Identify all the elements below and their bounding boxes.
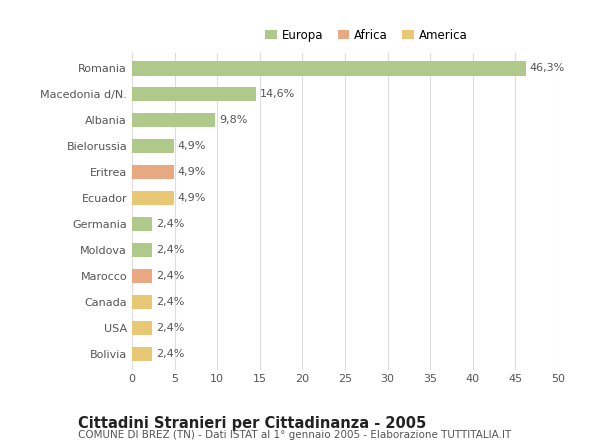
Text: 9,8%: 9,8% xyxy=(219,115,247,125)
Text: 2,4%: 2,4% xyxy=(156,271,184,281)
Text: 4,9%: 4,9% xyxy=(177,193,206,203)
Text: 4,9%: 4,9% xyxy=(177,167,206,177)
Text: 4,9%: 4,9% xyxy=(177,141,206,151)
Bar xyxy=(132,113,215,128)
Bar xyxy=(132,295,152,309)
Text: 14,6%: 14,6% xyxy=(260,89,295,99)
Text: 2,4%: 2,4% xyxy=(156,349,184,359)
Text: 2,4%: 2,4% xyxy=(156,323,184,333)
Legend: Europa, Africa, America: Europa, Africa, America xyxy=(260,24,472,46)
Text: 2,4%: 2,4% xyxy=(156,245,184,255)
Text: COMUNE DI BREZ (TN) - Dati ISTAT al 1° gennaio 2005 - Elaborazione TUTTITALIA.IT: COMUNE DI BREZ (TN) - Dati ISTAT al 1° g… xyxy=(78,430,511,440)
Bar xyxy=(132,87,256,102)
Bar xyxy=(132,61,526,76)
Bar xyxy=(132,217,152,231)
Bar xyxy=(132,191,174,205)
Bar xyxy=(132,321,152,335)
Bar xyxy=(132,269,152,283)
Bar xyxy=(132,347,152,361)
Text: 2,4%: 2,4% xyxy=(156,297,184,307)
Bar xyxy=(132,139,174,154)
Bar xyxy=(132,243,152,257)
Text: 2,4%: 2,4% xyxy=(156,219,184,229)
Text: 46,3%: 46,3% xyxy=(530,63,565,73)
Text: Cittadini Stranieri per Cittadinanza - 2005: Cittadini Stranieri per Cittadinanza - 2… xyxy=(78,416,426,431)
Bar xyxy=(132,165,174,180)
